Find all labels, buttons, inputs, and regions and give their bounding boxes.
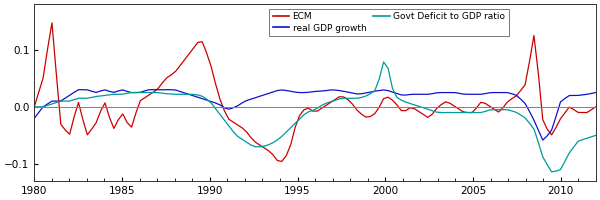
ECM [521,84,529,86]
Govt Deficit to GDP ratio [168,93,175,95]
Line: real GDP growth: real GDP growth [34,90,596,140]
real GDP growth [265,92,272,95]
real GDP growth [517,98,524,100]
ECM [172,70,179,72]
real GDP growth [243,99,250,102]
ECM [31,106,38,108]
Govt Deficit to GDP ratio [31,106,38,108]
Govt Deficit to GDP ratio [548,171,555,173]
ECM [278,160,286,163]
Govt Deficit to GDP ratio [575,140,582,142]
Govt Deficit to GDP ratio [238,138,245,140]
Line: ECM: ECM [34,23,596,161]
ECM [592,106,599,108]
real GDP growth [75,89,82,91]
Govt Deficit to GDP ratio [323,102,330,104]
Govt Deficit to GDP ratio [592,134,599,137]
ECM [49,22,56,24]
ECM [575,111,582,114]
real GDP growth [592,91,599,94]
Govt Deficit to GDP ratio [517,114,524,116]
real GDP growth [575,94,582,97]
Legend: ECM, real GDP growth, Govt Deficit to GDP ratio: ECM, real GDP growth, Govt Deficit to GD… [269,9,509,36]
Govt Deficit to GDP ratio [260,145,268,147]
real GDP growth [31,117,38,119]
ECM [331,98,338,101]
Govt Deficit to GDP ratio [380,61,387,63]
ECM [265,150,272,152]
Line: Govt Deficit to GDP ratio: Govt Deficit to GDP ratio [34,62,596,172]
real GDP growth [539,139,547,141]
ECM [243,131,250,133]
real GDP growth [172,89,179,91]
real GDP growth [327,89,334,91]
